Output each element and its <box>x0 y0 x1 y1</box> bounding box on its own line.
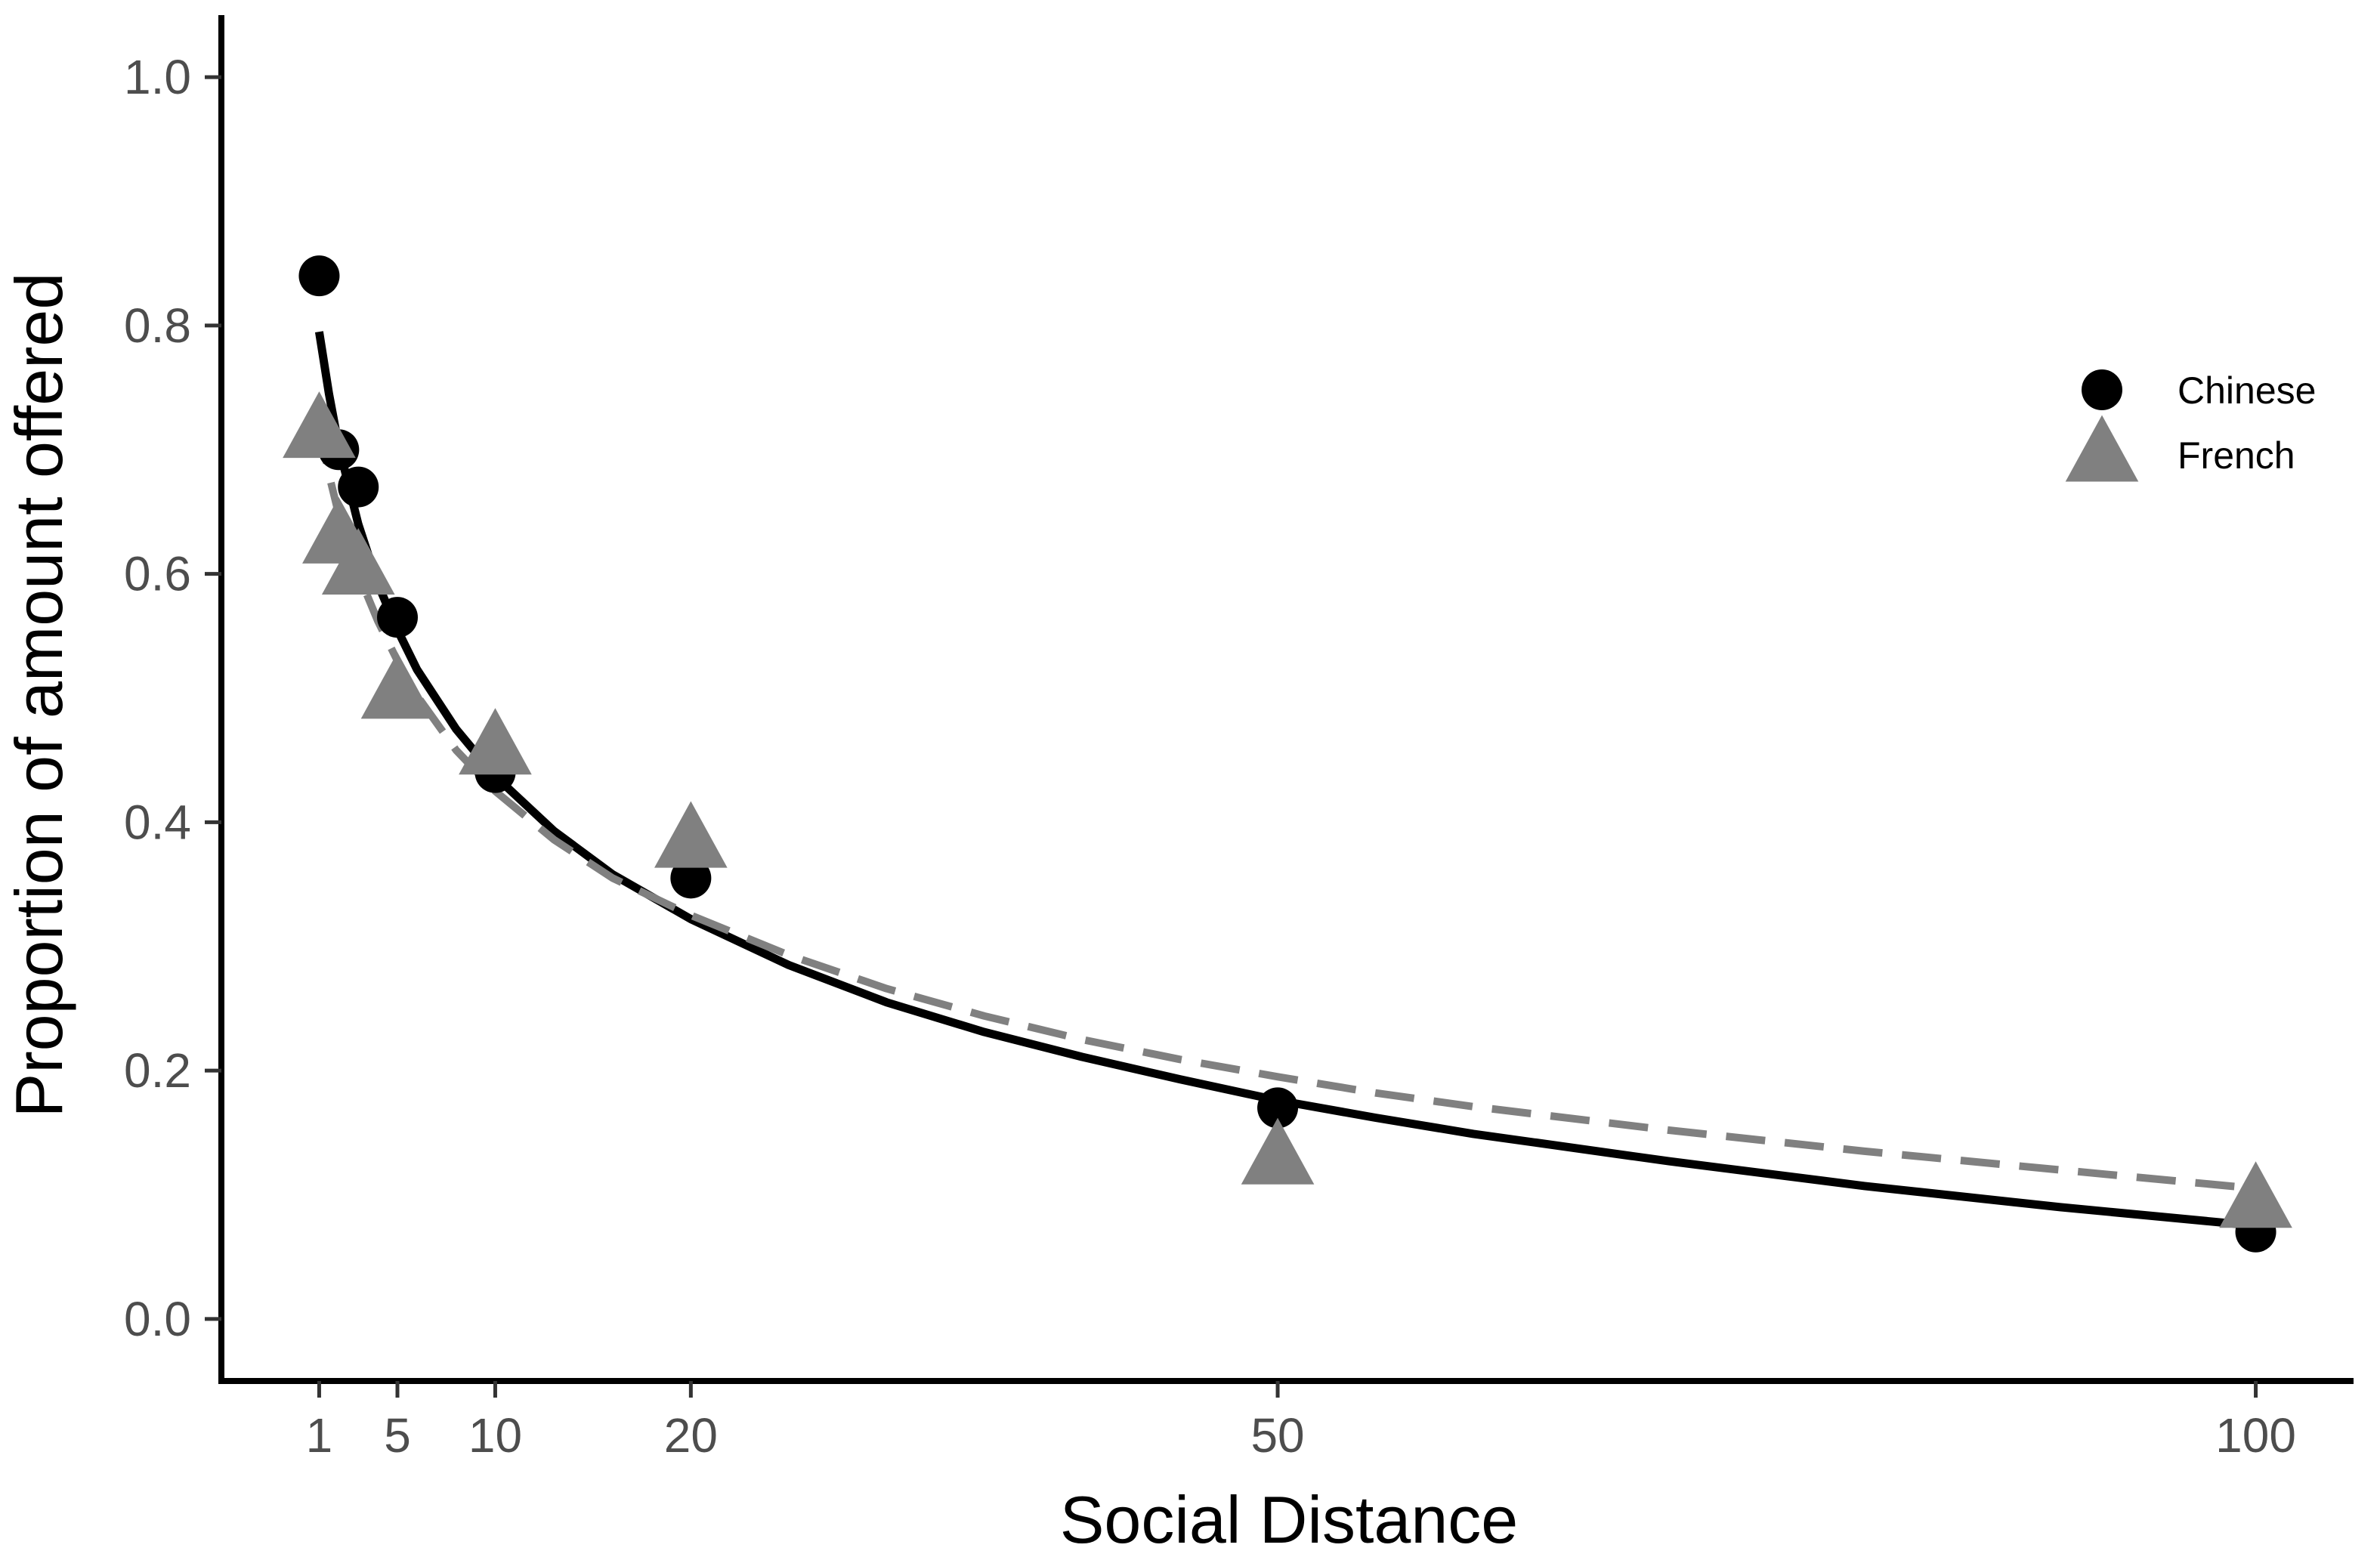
x-axis-title: Social Distance <box>1060 1482 1519 1554</box>
x-tick-label: 100 <box>2215 1408 2296 1463</box>
y-tick-label: 0.4 <box>124 795 191 849</box>
fit-line-french <box>315 424 2257 1193</box>
point-french <box>321 527 395 595</box>
point-french <box>2219 1161 2292 1228</box>
y-tick-label: 0.6 <box>124 547 191 601</box>
legend-key-french <box>2065 415 2139 482</box>
point-french <box>459 708 532 775</box>
y-tick-label: 0.0 <box>124 1292 191 1346</box>
legend-key-chinese <box>2082 369 2122 410</box>
point-chinese <box>298 255 340 297</box>
x-tick-label: 10 <box>468 1408 522 1463</box>
point-chinese <box>670 857 712 899</box>
y-tick-label: 1.0 <box>124 50 191 104</box>
point-french <box>654 801 728 868</box>
point-chinese <box>1257 1087 1299 1129</box>
x-tick-label: 5 <box>384 1408 411 1463</box>
x-tick-label: 1 <box>306 1408 333 1463</box>
axes <box>218 15 2354 1384</box>
point-chinese <box>338 466 379 508</box>
y-tick-label: 0.2 <box>124 1043 191 1098</box>
data-points <box>283 255 2292 1253</box>
point-french <box>1241 1117 1315 1185</box>
point-french <box>360 652 434 719</box>
legend-label-french: French <box>2178 434 2295 477</box>
y-tick-label: 0.8 <box>124 298 191 353</box>
x-tick-label: 50 <box>1250 1408 1304 1463</box>
x-tick-label: 20 <box>664 1408 718 1463</box>
legend: Chinese French <box>2065 369 2316 482</box>
legend-label-chinese: Chinese <box>2178 369 2316 412</box>
y-axis-title: Proportion of amount offered <box>2 273 76 1118</box>
point-french <box>283 391 356 459</box>
axis-ticks: 0.0 0.2 0.4 0.6 0.8 1.0 1 5 10 20 50 100 <box>124 50 2296 1463</box>
point-chinese <box>377 597 419 638</box>
